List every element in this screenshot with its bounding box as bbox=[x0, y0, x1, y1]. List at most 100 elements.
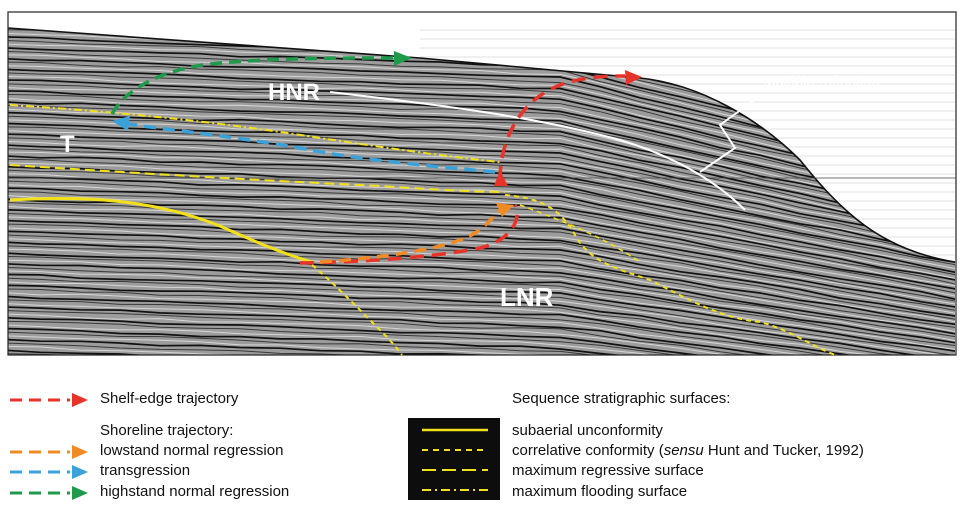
seismic-reflector bbox=[8, 122, 955, 228]
orange-arrowhead-icon bbox=[72, 445, 88, 459]
seismic-reflector bbox=[8, 320, 955, 355]
correlative-post: Hunt and Tucker, 1992) bbox=[703, 442, 864, 459]
seismic-reflector bbox=[8, 169, 955, 266]
seismic-reflector bbox=[8, 295, 955, 355]
seismic-reflector bbox=[8, 208, 955, 302]
seismic-reflector bbox=[8, 115, 955, 222]
shelf-edge-arrowhead-icon bbox=[625, 70, 642, 85]
seismic-reflector bbox=[8, 151, 955, 253]
seismic-reflector bbox=[8, 143, 955, 248]
seismic-reflector bbox=[8, 187, 955, 282]
legend-surfaces-heading: Sequence stratigraphic surfaces: bbox=[512, 390, 731, 407]
seismic-reflector bbox=[8, 251, 955, 336]
seismic-reflector bbox=[8, 291, 955, 355]
legend-correlative-label: correlative conformity (sensu Hunt and T… bbox=[512, 442, 864, 460]
seismic-reflector bbox=[8, 191, 955, 286]
seismic-reflector bbox=[8, 335, 955, 355]
seismic-reflector bbox=[8, 86, 955, 200]
label-t: T bbox=[60, 131, 75, 158]
correlative-conformity-line-1 bbox=[504, 194, 836, 356]
legend-max-regressive-label: maximum regressive surface bbox=[512, 462, 704, 479]
seismic-reflector bbox=[8, 327, 955, 355]
seismic-reflector bbox=[8, 345, 955, 355]
seismic-reflector bbox=[8, 158, 955, 258]
shelf-edge-arrowhead-icon-2 bbox=[494, 170, 508, 186]
seismic-reflector bbox=[8, 137, 955, 240]
correlative-conformity-line-3 bbox=[519, 204, 641, 263]
seismic-reflector bbox=[8, 277, 955, 355]
seismic-reflector bbox=[8, 281, 955, 355]
transgression-trajectory bbox=[127, 122, 496, 174]
seismic-reflector bbox=[8, 234, 955, 321]
seismic-reflector bbox=[8, 93, 955, 205]
multiple-reflection-line bbox=[329, 91, 746, 211]
seismic-reflector bbox=[8, 162, 955, 262]
maximum-flooding-surface-line bbox=[9, 104, 501, 163]
surfaces-key-symbols bbox=[422, 428, 488, 491]
frame bbox=[7, 11, 957, 356]
seismic-reflector bbox=[8, 129, 955, 234]
seismic-reflector bbox=[8, 305, 955, 355]
seismic-reflector bbox=[8, 147, 955, 250]
seismic-reflector bbox=[8, 183, 955, 280]
seismic-reflectors bbox=[0, 28, 960, 362]
correlative-sensu: sensu bbox=[663, 442, 704, 459]
seismic-reflector bbox=[8, 237, 955, 323]
seismic-reflector bbox=[8, 273, 955, 353]
legend-highstand-symbol bbox=[10, 486, 88, 500]
seismic-reflector bbox=[8, 288, 955, 355]
subaerial-unconformity-line bbox=[9, 196, 313, 264]
seismic-reflector bbox=[8, 331, 955, 355]
highstand-arrowhead-icon bbox=[394, 51, 412, 66]
seismic-reflector bbox=[8, 133, 955, 237]
multiple-reflection-pointer bbox=[699, 95, 761, 173]
label-lnr: LNR bbox=[500, 282, 554, 312]
seismic-reflector bbox=[8, 227, 955, 315]
transgression-arrowhead-icon bbox=[112, 116, 130, 131]
seismic-reflector bbox=[8, 262, 955, 345]
legend-max-flooding-label: maximum flooding surface bbox=[512, 483, 688, 500]
seismic-reflector bbox=[8, 309, 955, 355]
seismic-reflector bbox=[8, 108, 955, 217]
seismic-reflector bbox=[8, 173, 955, 270]
label-multiple-reflection: Multiple reflection bbox=[763, 73, 880, 90]
seismic-reflector bbox=[8, 100, 955, 211]
legend-lowstand-label: lowstand normal regression bbox=[100, 442, 284, 459]
legend-shelf-edge-symbol bbox=[10, 393, 88, 407]
seismic-reflector bbox=[8, 197, 955, 291]
highstand-trajectory bbox=[110, 56, 396, 115]
blue-arrowhead-icon bbox=[72, 465, 88, 479]
seismic-reflector bbox=[8, 194, 955, 287]
seismic-reflector bbox=[8, 245, 955, 329]
lowstand-trajectory bbox=[319, 208, 502, 264]
shelf-edge-trajectory-upper bbox=[498, 74, 626, 181]
legend-shoreline-heading: Shoreline trajectory: bbox=[100, 422, 234, 439]
seismic-reflector bbox=[8, 270, 955, 351]
seismic-reflector bbox=[8, 316, 955, 355]
seismic-reflector bbox=[8, 111, 955, 221]
seismic-reflector bbox=[8, 205, 955, 298]
seismic-reflector bbox=[0, 357, 960, 362]
seismic-reflector bbox=[8, 259, 955, 343]
seismic-reflector bbox=[8, 119, 955, 225]
legend-transgression-label: transgression bbox=[100, 462, 191, 479]
seismic-section: HNR T LNR Multiple reflection bbox=[0, 11, 960, 362]
seismic-reflector bbox=[8, 313, 955, 355]
correlative-pre: correlative conformity ( bbox=[512, 442, 664, 459]
legend-transgression-symbol bbox=[10, 465, 88, 479]
seismic-reflector bbox=[8, 154, 955, 255]
legend-subaerial-label: subaerial unconformity bbox=[512, 422, 663, 439]
seismic-reflector bbox=[8, 241, 955, 326]
seafloor-line bbox=[7, 27, 956, 263]
seismic-reflector bbox=[8, 176, 955, 275]
legend-shelf-edge-label: Shelf-edge trajectory bbox=[100, 390, 239, 407]
seismic-reflector bbox=[0, 361, 960, 362]
seismic-reflector bbox=[8, 342, 955, 355]
seismic-reflector bbox=[8, 165, 955, 264]
surfaces-key-box bbox=[408, 418, 500, 500]
maximum-regressive-surface-line bbox=[9, 164, 506, 193]
green-arrowhead-icon bbox=[72, 486, 88, 500]
seismic-reflector bbox=[8, 180, 955, 277]
seismic-reflector bbox=[8, 216, 955, 306]
seismic-reflector bbox=[8, 97, 955, 209]
